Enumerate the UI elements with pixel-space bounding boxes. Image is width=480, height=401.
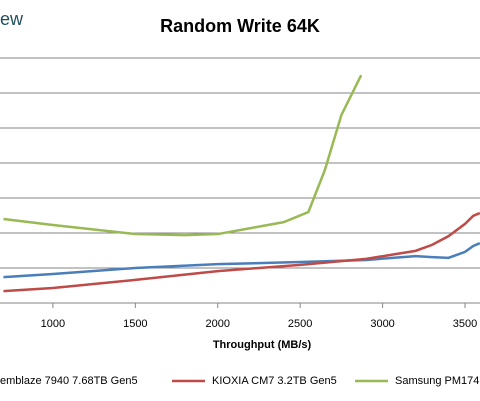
line-series [3,74,363,237]
x-tick-label: 2000 [206,318,230,330]
line-series [3,241,480,279]
x-tick-label: 1500 [123,318,147,330]
x-tick-label: 2500 [288,318,312,330]
logo-text: ew [0,9,24,29]
x-tick-label: 3000 [370,318,394,330]
x-tick-label: 3500 [453,318,477,330]
x-axis-label: Throughput (MB/s) [213,339,312,351]
legend-label: emblaze 7940 7.68TB Gen5 [0,375,138,387]
line-series [3,211,480,293]
legend-label: Samsung PM174 [395,375,479,387]
x-tick-label: 1000 [41,318,65,330]
chart-title: Random Write 64K [160,16,320,36]
legend-label: KIOXIA CM7 3.2TB Gen5 [212,375,337,387]
